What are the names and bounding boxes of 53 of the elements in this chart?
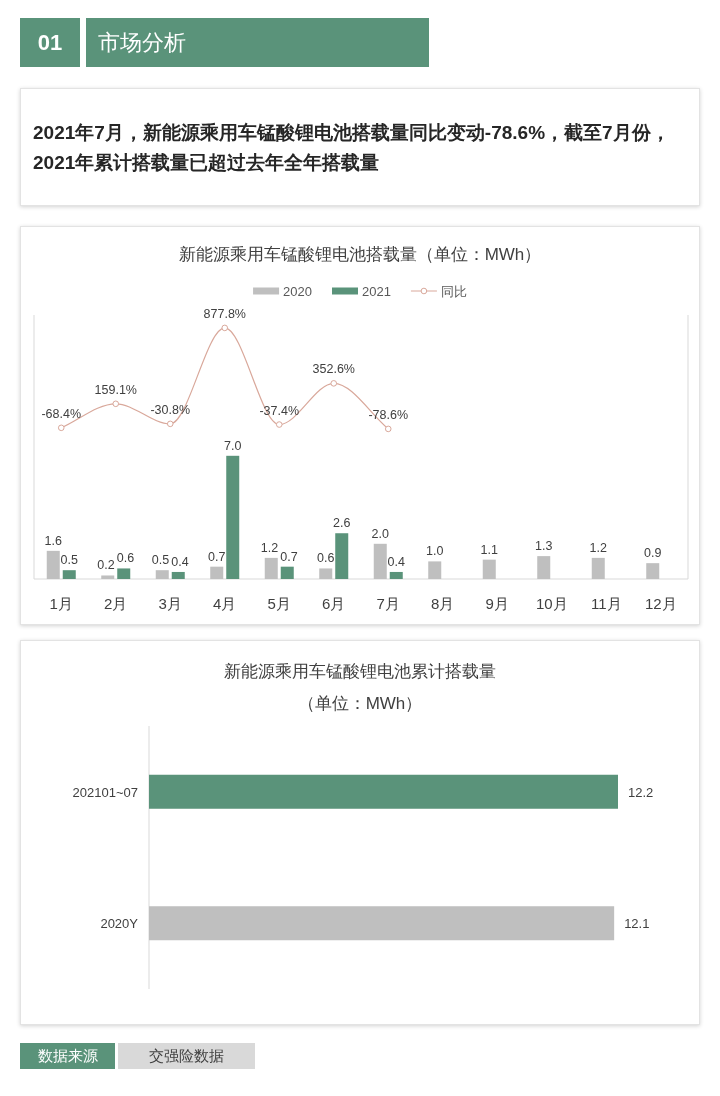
subtitle: （单位：MWh） <box>297 694 423 713</box>
data-label: 1.2 <box>260 540 279 555</box>
data-label: 0.7 <box>208 549 226 564</box>
data-label: 1.6 <box>44 533 62 548</box>
text: 01 <box>20 18 80 67</box>
data-label: -37.4% <box>259 403 300 418</box>
legend-label: 同比 <box>440 284 467 299</box>
data-label: 159.1% <box>94 382 137 397</box>
data-label: 0.5 <box>60 553 78 568</box>
data-label: 1.3 <box>535 539 553 554</box>
x-tick-label: 9月 <box>485 595 509 612</box>
y-tick-label: 2020Y <box>100 916 138 932</box>
data-label: 2.0 <box>371 526 389 541</box>
data-label: 352.6% <box>312 362 355 377</box>
data-label: 0.4 <box>387 554 405 569</box>
x-tick-label: 11月 <box>590 595 622 612</box>
data-label: 12.1 <box>624 916 650 932</box>
data-label: 877.8% <box>203 306 246 321</box>
data-label: 0.5 <box>151 553 170 568</box>
legend-label: 2020 <box>283 284 312 299</box>
x-tick-label: 2月 <box>104 595 128 612</box>
x-tick-label: 5月 <box>267 595 291 612</box>
data-label: 1.2 <box>589 540 607 555</box>
text: 市场分析 <box>86 18 429 67</box>
data-label: -78.6% <box>368 407 409 422</box>
data-label: 1.1 <box>480 542 498 557</box>
data-label: 0.4 <box>171 554 189 569</box>
x-tick-label: 6月 <box>322 595 346 612</box>
x-tick-label: 10月 <box>535 595 568 612</box>
x-tick-label: 8月 <box>431 595 455 612</box>
text: 2021年7月，新能源乘用车锰酸锂电池搭载量同比变动-78.6%，截至7月份，2021年累计搭载量已超过去年全年搭载量 <box>33 121 671 175</box>
data-label: 0.6 <box>116 551 135 566</box>
data-label: 0.6 <box>317 551 335 566</box>
title: 新能源乘用车锰酸锂电池累计搭载量 <box>224 662 496 681</box>
text: 数据来源 <box>20 1043 115 1069</box>
title: 新能源乘用车锰酸锂电池搭载量（单位：MWh） <box>178 245 542 264</box>
data-label: 1.0 <box>426 544 444 559</box>
text: 交强险数据 <box>118 1043 255 1069</box>
data-label: -68.4% <box>41 406 82 421</box>
x-tick-label: 1月 <box>49 595 73 612</box>
data-label: 0.7 <box>280 549 298 564</box>
data-label: -30.8% <box>150 402 191 417</box>
data-label: 7.0 <box>224 438 242 453</box>
y-tick-label: 202101~07 <box>72 784 138 800</box>
x-tick-label: 3月 <box>158 595 182 612</box>
x-tick-label: 7月 <box>376 595 400 612</box>
data-label: 0.9 <box>644 546 662 561</box>
data-label: 0.2 <box>97 558 115 573</box>
x-tick-label: 4月 <box>213 595 237 612</box>
x-tick-label: 12月 <box>644 595 677 612</box>
data-label: 12.2 <box>628 784 654 800</box>
data-label: 2.6 <box>333 516 351 531</box>
legend-label: 2021 <box>362 284 391 299</box>
